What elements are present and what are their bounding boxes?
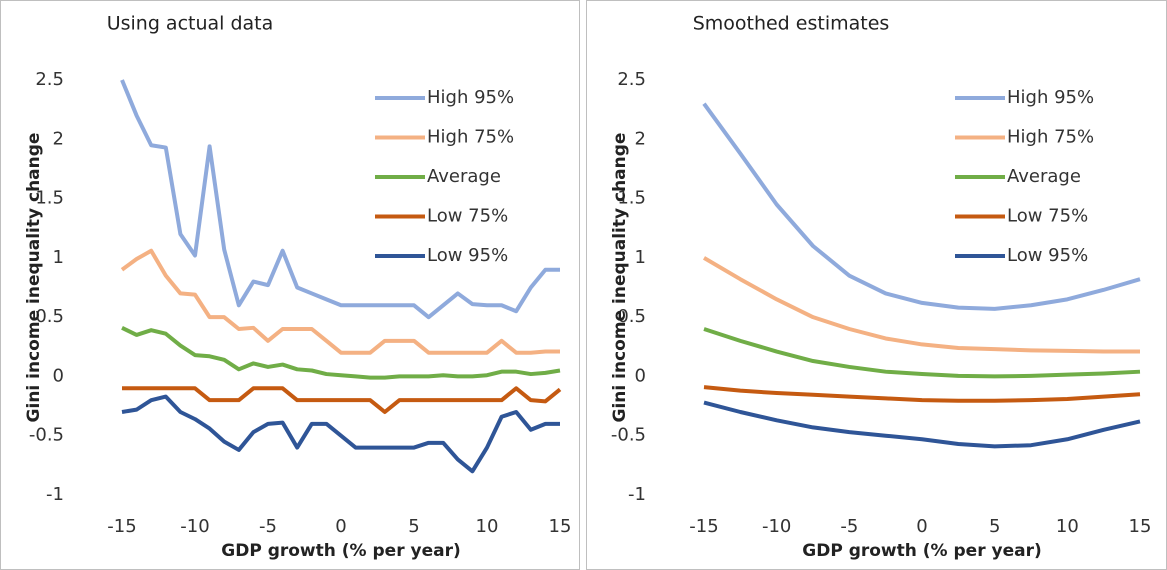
series-line xyxy=(702,256,1140,354)
legend-label: High 95% xyxy=(427,87,514,108)
legend-label: Average xyxy=(427,166,501,187)
x-tick-label: 15 xyxy=(549,516,572,537)
y-axis-label: Gini income inequality change xyxy=(24,133,44,423)
x-tick-label: 10 xyxy=(476,516,499,537)
y-tick-label: 2.5 xyxy=(617,69,646,90)
x-axis-label: GDP growth (% per year) xyxy=(802,541,1042,561)
y-tick-label: -0.5 xyxy=(29,425,64,446)
legend-label: Low 75% xyxy=(1007,206,1088,227)
x-tick-label: -5 xyxy=(259,516,277,537)
x-tick-label: 0 xyxy=(335,516,346,537)
x-tick-label: 0 xyxy=(916,516,927,537)
y-tick-label: 0 xyxy=(53,365,64,386)
series-line xyxy=(120,79,560,320)
series-line xyxy=(121,326,561,380)
panel-frame xyxy=(586,0,1167,570)
x-tick-label: -15 xyxy=(689,516,718,537)
series-line xyxy=(122,386,562,414)
y-tick-label: 0 xyxy=(635,365,646,386)
y-tick-label: -1 xyxy=(46,484,64,505)
x-tick-label: 5 xyxy=(989,516,1000,537)
legend-label: Low 95% xyxy=(427,245,508,266)
series-line xyxy=(703,400,1141,449)
series-line xyxy=(703,327,1141,379)
y-tick-label: -0.5 xyxy=(611,425,646,446)
x-tick-label: -15 xyxy=(107,516,136,537)
y-tick-label: 2 xyxy=(635,128,646,149)
legend-label: Average xyxy=(1007,166,1081,187)
legend-label: Low 75% xyxy=(427,206,508,227)
series-line xyxy=(702,102,1141,311)
series-line xyxy=(120,248,560,355)
y-tick-label: 0.5 xyxy=(35,306,64,327)
y-tick-label: 2.5 xyxy=(35,69,64,90)
x-tick-label: 5 xyxy=(408,516,419,537)
y-tick-label: 1.5 xyxy=(617,188,646,209)
x-tick-label: 10 xyxy=(1056,516,1079,537)
y-tick-label: 1.5 xyxy=(35,188,64,209)
chart-title: Using actual data xyxy=(107,13,274,35)
x-tick-label: -5 xyxy=(840,516,858,537)
legend-label: High 75% xyxy=(1007,127,1094,148)
y-tick-label: 0.5 xyxy=(617,306,646,327)
x-tick-label: 15 xyxy=(1129,516,1152,537)
panel-frame xyxy=(0,0,580,570)
series-line xyxy=(121,394,560,474)
legend-label: High 75% xyxy=(427,127,514,148)
y-tick-label: -1 xyxy=(628,484,646,505)
legend-label: Low 95% xyxy=(1007,245,1088,266)
y-tick-label: 2 xyxy=(53,128,64,149)
y-axis-label: Gini income inequality change xyxy=(610,133,630,423)
chart-title: Smoothed estimates xyxy=(693,13,890,35)
x-axis-label: GDP growth (% per year) xyxy=(221,541,461,561)
x-tick-label: -10 xyxy=(762,516,791,537)
y-tick-label: 1 xyxy=(635,247,646,268)
series-line xyxy=(703,385,1141,403)
x-tick-label: -10 xyxy=(180,516,209,537)
y-tick-label: 1 xyxy=(53,247,64,268)
legend-label: High 95% xyxy=(1007,87,1094,108)
